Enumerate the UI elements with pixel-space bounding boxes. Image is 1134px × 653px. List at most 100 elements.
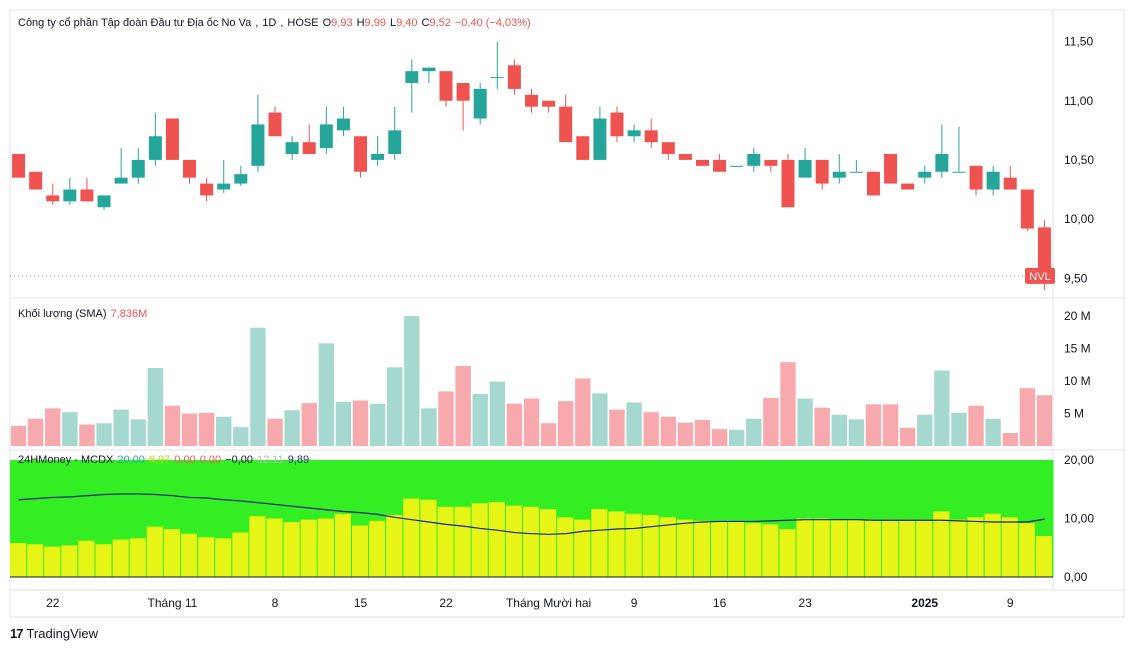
time-axis-label: 2025 [911, 596, 938, 610]
candle-body [46, 195, 60, 202]
mcdx-yellow-bar [762, 524, 779, 577]
candle-body [695, 159, 709, 166]
volume-bar [369, 403, 386, 446]
volume-bar [677, 422, 694, 446]
symbol-legend: Công ty cổ phần Tập đoàn Đầu tư Địa ốc N… [18, 17, 531, 29]
candle-body [80, 189, 94, 202]
mcdx-value-7: 9,89 [287, 454, 310, 466]
candle-body [576, 136, 590, 160]
time-axis-label: 9 [631, 596, 638, 610]
mcdx-value-2: 6,97 [148, 454, 171, 466]
volume-bar [558, 401, 574, 446]
time-axis-label: 23 [798, 596, 812, 610]
volume-bar [626, 402, 642, 446]
mcdx-value-3: 0,00 [174, 454, 196, 466]
volume-bar [164, 405, 181, 446]
mcdx-yellow-bar [163, 529, 180, 577]
candle-body [730, 165, 744, 167]
mcdx-value-6: 12,11 [257, 454, 284, 466]
volume-bar [814, 407, 830, 446]
candle-body [798, 159, 812, 178]
volume-axis-label: 15 M [1064, 342, 1091, 356]
volume-bar [968, 405, 984, 446]
mcdx-average-line [18, 493, 1045, 535]
candle-body [1003, 177, 1017, 190]
candle-body [336, 118, 350, 131]
price-axis-label: 10,00 [1064, 212, 1094, 226]
mcdx-yellow-bar [283, 522, 300, 577]
time-axis-label: 9 [1007, 596, 1014, 610]
mcdx-yellow-bar [369, 520, 386, 577]
mcdx-yellow-bar [488, 502, 505, 577]
candle-body [319, 124, 333, 149]
candle-body [63, 189, 77, 202]
close-label: C [421, 17, 430, 29]
candle-body [148, 136, 162, 160]
volume-bar [934, 370, 950, 446]
mcdx-yellow-bar [899, 519, 916, 577]
mcdx-yellow-bar [180, 533, 198, 577]
volume-bar [882, 404, 899, 446]
mcdx-yellow-bar [693, 520, 711, 577]
mcdx-yellow-bar [266, 518, 283, 577]
mcdx-yellow-bar [522, 506, 540, 577]
mcdx-yellow-bar [471, 503, 488, 577]
candle-body [935, 154, 949, 172]
mcdx-yellow-bar [403, 498, 420, 577]
time-axis-label: 8 [272, 596, 279, 610]
high-value: 9,99 [364, 17, 386, 29]
time-axis-label: 22 [439, 596, 453, 610]
mcdx-yellow-bar [608, 511, 625, 577]
candle-body [593, 118, 607, 160]
mcdx-yellow-bar [317, 518, 334, 577]
candle-body [661, 142, 675, 154]
mcdx-yellow-bar [1001, 517, 1018, 577]
symbol-badge [1025, 267, 1055, 284]
volume-bar [780, 362, 796, 446]
candle-body [747, 154, 761, 166]
time-axis-label: 15 [354, 596, 368, 610]
symbol-interval: 1D [262, 17, 277, 29]
tradingview-logo-icon: 17 [10, 626, 24, 641]
candle-body [285, 142, 299, 154]
chart-frame [9, 9, 1125, 618]
candle-body [388, 130, 402, 154]
candle-body [713, 159, 727, 172]
candle-body [507, 65, 521, 89]
mcdx-yellow-bar [215, 538, 232, 577]
candle-body [986, 171, 1000, 190]
volume-bar [643, 412, 659, 446]
volume-title: Khối lượng (SMA) [18, 308, 107, 320]
mcdx-yellow-bar [232, 532, 249, 577]
volume-bar [506, 403, 523, 446]
candle-body [884, 154, 898, 184]
volume-bar [592, 393, 608, 446]
volume-bar [10, 425, 27, 446]
time-axis-label: 22 [46, 596, 60, 610]
candle-body [918, 171, 932, 178]
volume-bar [404, 316, 420, 446]
volume-bar [951, 412, 967, 446]
mcdx-axis-label: 20,00 [1064, 453, 1094, 467]
mcdx-axis-label: 0,00 [1064, 570, 1088, 584]
candle-body [1037, 227, 1051, 276]
candle-body [234, 174, 248, 184]
candle-body [200, 183, 214, 196]
candle-body [268, 112, 282, 137]
volume-bar [250, 327, 266, 446]
volume-bar [848, 419, 865, 446]
volume-bar [181, 413, 198, 446]
symbol-exchange: HOSE [287, 17, 319, 29]
volume-bar [335, 401, 352, 446]
volume-axis-label: 20 M [1064, 309, 1091, 323]
tradingview-brand[interactable]: 17 TradingView [10, 626, 98, 641]
mcdx-yellow-bar [300, 519, 317, 577]
candle-body [866, 171, 880, 196]
volume-bar [746, 418, 762, 446]
candle-body [627, 130, 641, 137]
volume-bar [523, 398, 540, 446]
candle-body [969, 165, 983, 190]
low-label: L [389, 17, 397, 29]
mcdx-yellow-bar [967, 517, 984, 577]
